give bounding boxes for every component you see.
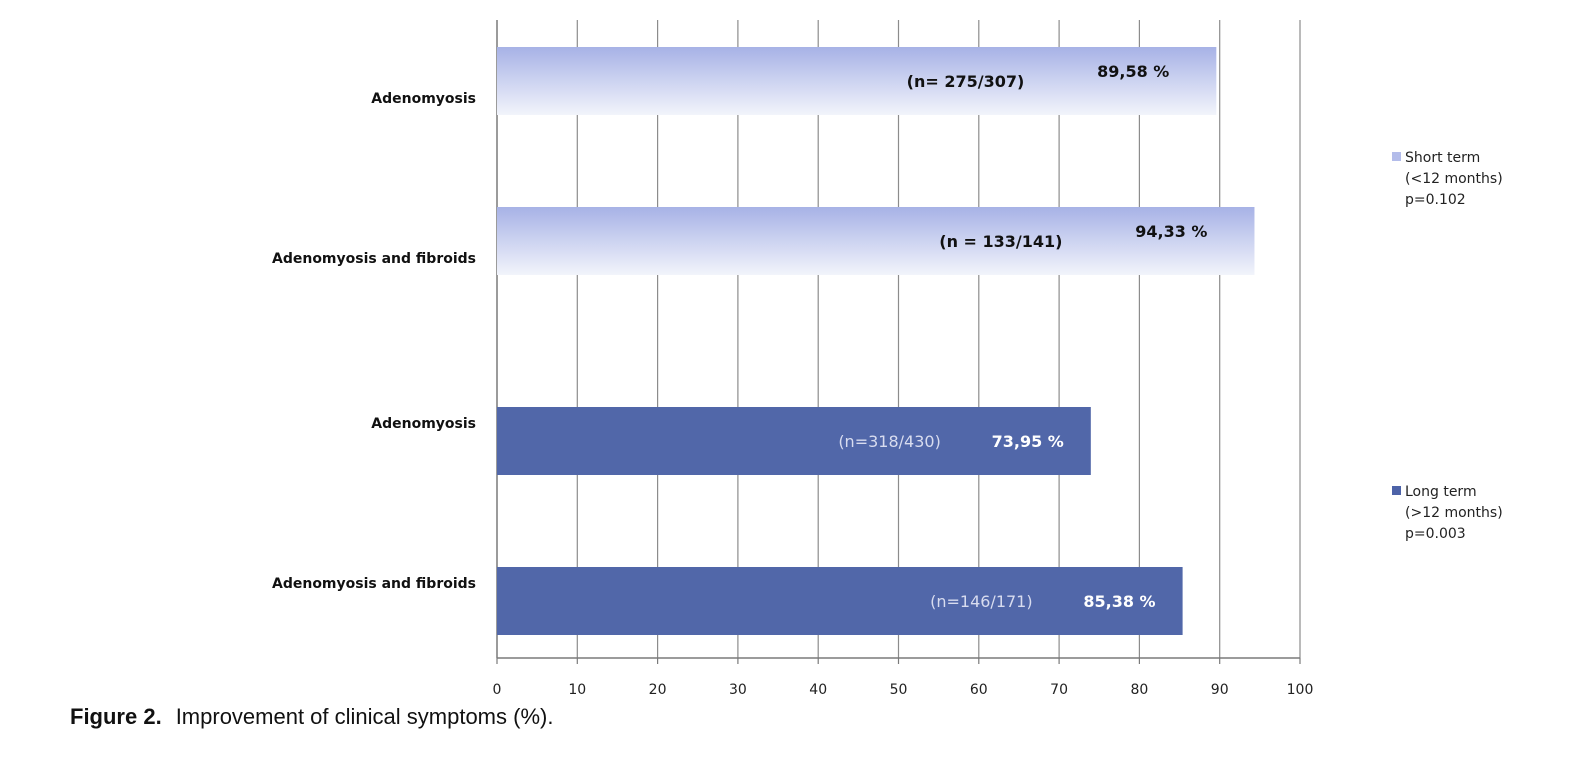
figure-label: Figure 2. bbox=[70, 704, 162, 729]
category-label: Adenomyosis bbox=[371, 91, 476, 107]
legend-p-value-long-term: p=0.003 bbox=[1405, 526, 1466, 542]
category-label: Adenomyosis and fibroids bbox=[272, 576, 476, 592]
data-value-label: 89,58 % bbox=[1097, 62, 1169, 81]
x-tick-label: 30 bbox=[729, 682, 747, 698]
labels: Adenomyosis 89,58 % (n= 275/307) Adenomyosi… bbox=[272, 62, 1207, 611]
x-tick-label: 60 bbox=[970, 682, 988, 698]
legend-period-short-term: (<12 months) bbox=[1405, 171, 1503, 187]
x-tick-label: 50 bbox=[890, 682, 908, 698]
bars bbox=[497, 47, 1255, 635]
x-tick-label: 0 bbox=[493, 682, 502, 698]
legend-short-term: Short term (<12 months) p=0.102 bbox=[1392, 148, 1503, 211]
x-tick-label: 90 bbox=[1211, 682, 1229, 698]
category-label: Adenomyosis bbox=[371, 416, 476, 432]
figure-caption-text: Improvement of clinical symptoms (%). bbox=[175, 704, 554, 729]
bar-long-term bbox=[497, 407, 1091, 475]
legend-period-long-term: (>12 months) bbox=[1405, 505, 1503, 521]
x-tick-label: 100 bbox=[1287, 682, 1314, 698]
x-axis: 0 10 20 30 40 50 60 70 80 90 100 bbox=[493, 657, 1314, 698]
legend-label-short-term: Short term bbox=[1405, 150, 1481, 166]
sample-size-label: (n = 133/141) bbox=[939, 232, 1062, 251]
grid-lines bbox=[496, 20, 1301, 658]
legend-long-term: Long term (>12 months) p=0.003 bbox=[1392, 482, 1503, 545]
legend-p-value-short-term: p=0.102 bbox=[1405, 192, 1466, 208]
bar-short-term bbox=[497, 47, 1217, 115]
legend-swatch-short-term bbox=[1392, 152, 1401, 161]
sample-size-label: (n=318/430) bbox=[838, 432, 941, 451]
legend-swatch-long-term bbox=[1392, 486, 1401, 495]
legend-label-long-term: Long term bbox=[1405, 484, 1477, 500]
figure-caption: Figure 2. Improvement of clinical symptom… bbox=[70, 704, 553, 730]
bar-short-term bbox=[497, 207, 1255, 275]
sample-size-label: (n= 275/307) bbox=[907, 72, 1025, 91]
x-tick-label: 40 bbox=[809, 682, 827, 698]
x-tick-label: 10 bbox=[568, 682, 586, 698]
x-tick-label: 80 bbox=[1130, 682, 1148, 698]
data-value-label: 85,38 % bbox=[1083, 592, 1155, 611]
bar-long-term bbox=[497, 567, 1183, 635]
x-tick-label: 20 bbox=[649, 682, 667, 698]
data-value-label: 94,33 % bbox=[1135, 222, 1207, 241]
data-value-label: 73,95 % bbox=[992, 432, 1064, 451]
category-label: Adenomyosis and fibroids bbox=[272, 251, 476, 267]
x-tick-label: 70 bbox=[1050, 682, 1068, 698]
sample-size-label: (n=146/171) bbox=[930, 592, 1033, 611]
